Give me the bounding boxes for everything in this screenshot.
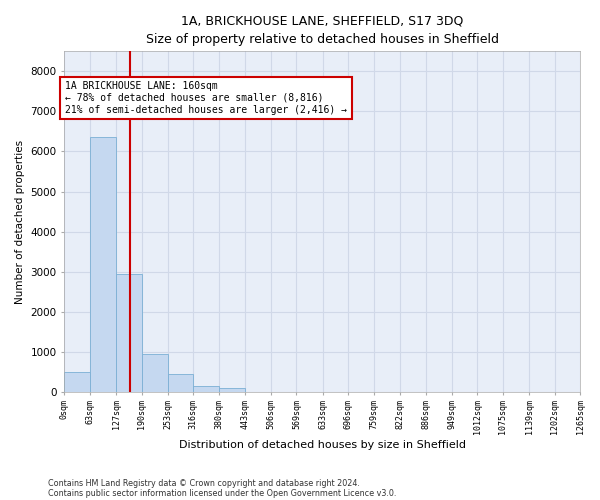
Title: 1A, BRICKHOUSE LANE, SHEFFIELD, S17 3DQ
Size of property relative to detached ho: 1A, BRICKHOUSE LANE, SHEFFIELD, S17 3DQ … bbox=[146, 15, 499, 46]
Bar bbox=[90, 138, 116, 392]
Bar bbox=[220, 388, 245, 392]
Bar bbox=[167, 374, 193, 392]
Bar bbox=[116, 274, 142, 392]
Bar bbox=[193, 386, 219, 392]
Bar bbox=[64, 372, 90, 392]
Text: Contains HM Land Registry data © Crown copyright and database right 2024.: Contains HM Land Registry data © Crown c… bbox=[48, 478, 360, 488]
Y-axis label: Number of detached properties: Number of detached properties bbox=[15, 140, 25, 304]
Text: Contains public sector information licensed under the Open Government Licence v3: Contains public sector information licen… bbox=[48, 488, 397, 498]
Bar bbox=[142, 354, 167, 392]
Text: 1A BRICKHOUSE LANE: 160sqm
← 78% of detached houses are smaller (8,816)
21% of s: 1A BRICKHOUSE LANE: 160sqm ← 78% of deta… bbox=[65, 82, 347, 114]
X-axis label: Distribution of detached houses by size in Sheffield: Distribution of detached houses by size … bbox=[179, 440, 466, 450]
